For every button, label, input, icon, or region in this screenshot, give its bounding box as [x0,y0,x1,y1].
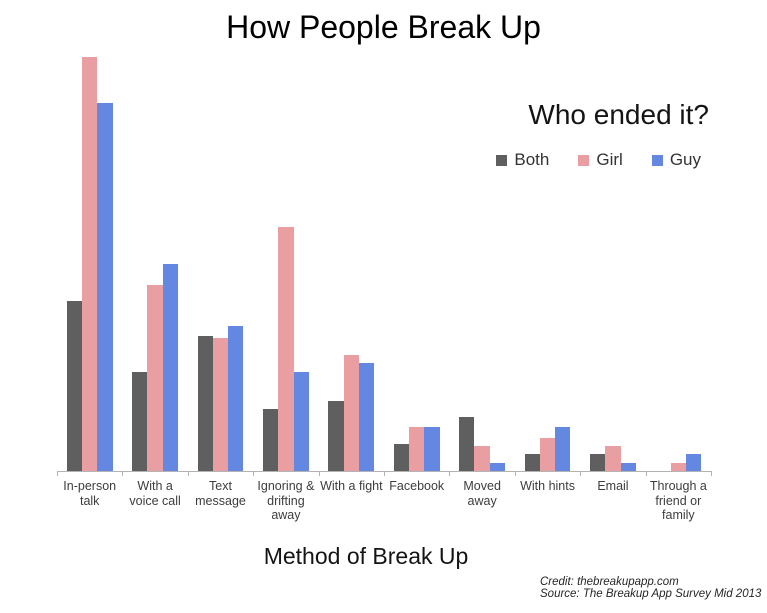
bar-girl-4 [343,355,359,471]
bar-group [57,57,122,471]
category-labels: In-person talk With a voice call Text mess… [57,479,711,523]
bar-both-8 [590,454,606,471]
bar-girl-6 [474,446,490,471]
bar-guy-4 [358,363,375,471]
bar-both-1 [132,371,148,471]
bar-guy-9 [686,454,702,471]
category-label: Email [597,479,629,493]
credits: Credit: thebreakupapp.com Source: The Br… [540,576,761,600]
category-label: With hints [520,479,575,493]
bar-girl-1 [147,284,163,471]
legend-item-guy: Guy [651,150,701,170]
bar-group [188,57,253,471]
bar-group [449,57,514,471]
bar-guy-0 [97,102,113,471]
bar-guy-1 [162,264,179,471]
legend-label: Girl [596,150,623,169]
bar-girl-0 [82,57,98,471]
bar-both-0 [66,301,83,471]
bar-both-6 [459,417,475,471]
plot-area [57,57,711,471]
x-axis-title: Method of Break Up [263,543,469,569]
bar-both-5 [393,443,410,471]
bar-guy-6 [489,462,506,471]
axis-tick [514,471,516,476]
bar-guy-5 [424,427,440,471]
category-label: With a voice call [129,479,181,508]
legend-label: Both [514,150,550,169]
bar-guy-7 [555,427,571,471]
credit-line: Credit: thebreakupapp.com [540,576,679,588]
legend: Both Girl Guy [496,150,701,170]
bar-group [580,57,645,471]
category-label: In-person talk [63,479,117,508]
category-label: Facebook [389,479,445,493]
bar-group [253,57,318,471]
axis-tick [122,471,124,476]
bar-group [515,57,580,471]
bar-girl-3 [278,226,294,471]
bar-guy-3 [293,371,309,471]
bar-group [384,57,449,471]
axis-tick [187,471,189,476]
bar-group [646,57,711,471]
legend-item-both: Both [496,150,549,170]
bar-guy-8 [620,462,636,471]
bar-girl-7 [539,437,556,471]
category-label: Moved away [463,479,501,508]
category-label: Text message [195,479,246,508]
axis-tick [384,471,385,476]
legend-swatch-icon [578,154,590,166]
category-label: With a fight [320,479,383,493]
bar-girl-5 [409,427,425,471]
legend-swatch-icon [651,154,663,166]
legend-item-girl: Girl [578,150,623,170]
legend-swatch-icon [496,154,508,166]
axis-tick [645,471,647,476]
chart-title: How People Break Up [226,9,541,45]
bar-girl-2 [212,337,229,471]
bar-guy-2 [228,326,244,471]
axis-tick [580,471,582,476]
axis-tick [57,471,58,476]
bar-group [319,57,384,471]
source-line: Source: The Breakup App Survey Mid 2013 [540,588,762,601]
bar-girl-9 [670,462,686,471]
category-label: Ignoring & drifting away [257,479,315,522]
axis-tick [318,471,320,476]
legend-title: Who ended it? [528,99,709,130]
bar-group [122,57,187,471]
bar-both-7 [524,454,540,471]
axis-tick [253,471,255,476]
category-label: Through a friend or family [649,479,707,522]
bar-both-4 [328,400,344,471]
bar-both-2 [197,336,213,471]
legend-label: Guy [669,150,701,169]
axis-tick [711,471,712,476]
bar-both-3 [262,408,279,471]
axis-tick [449,471,451,476]
bar-girl-8 [605,446,621,471]
